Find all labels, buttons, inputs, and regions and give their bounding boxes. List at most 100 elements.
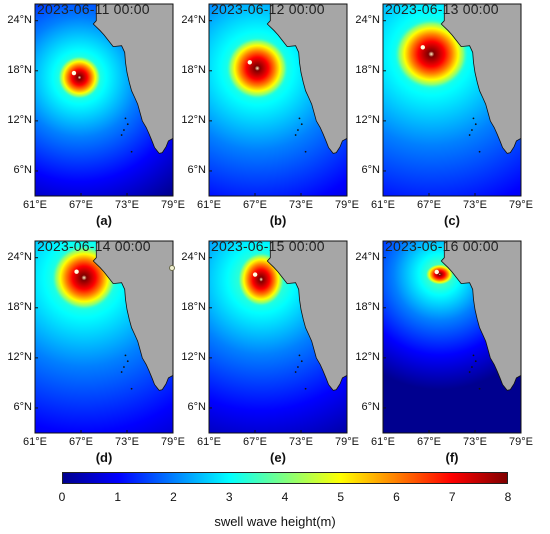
storm-eye: [74, 269, 79, 274]
island-dot: [120, 134, 123, 136]
storm-core: [57, 55, 102, 100]
island-dot: [123, 129, 125, 131]
lat-label: 18°N: [181, 63, 206, 76]
lat-label: 6°N: [361, 400, 380, 413]
island-dot: [472, 117, 475, 120]
map-panel-a: 2023-06-11 00:00: [34, 1, 174, 197]
colorbar-tick-label: 5: [337, 490, 345, 504]
storm-eye: [252, 272, 258, 277]
island-dot: [300, 123, 303, 126]
lat-label: 12°N: [7, 350, 32, 363]
storm-eye: [71, 70, 77, 76]
lat-label: 12°N: [355, 350, 380, 363]
swell-height-map-c: [382, 3, 522, 197]
lon-label: 79°E: [335, 199, 359, 211]
island-dot: [300, 360, 303, 363]
island-dot: [294, 371, 297, 373]
timestamp-label: 2023-06-15 00:00: [211, 238, 325, 254]
island-dot: [468, 371, 471, 373]
panel-label: (f): [445, 450, 459, 465]
map-panel-d: 2023-06-14 00:00: [34, 238, 174, 434]
island-dot: [297, 129, 299, 131]
colorbar-tick-label: 7: [448, 490, 456, 504]
lon-label: 67°E: [243, 199, 267, 211]
storm-core: [225, 36, 289, 100]
storm-eye: [420, 45, 425, 50]
panel-label: (e): [270, 450, 286, 465]
lat-label: 24°N: [355, 250, 380, 263]
island-dot: [124, 117, 127, 120]
india-landmass: [92, 240, 174, 391]
india-landmass: [266, 3, 348, 154]
timestamp-label: 2023-06-12 00:00: [211, 1, 325, 17]
lat-label: 18°N: [7, 63, 32, 76]
panel-label: (a): [96, 213, 112, 228]
map-frame: [208, 240, 348, 434]
timestamp-label: 2023-06-11 00:00: [37, 1, 150, 17]
island-dot: [120, 371, 123, 373]
colorbar-title: swell wave height(m): [214, 514, 336, 529]
storm-core: [393, 18, 469, 90]
lon-label: 73°E: [115, 199, 139, 211]
lat-label: 6°N: [187, 400, 206, 413]
lat-label: 18°N: [355, 300, 380, 313]
map-panel-e: 2023-06-15 00:00: [208, 238, 348, 434]
storm-core: [425, 263, 455, 286]
lat-label: 6°N: [361, 163, 380, 176]
colorbar-tick-label: 0: [58, 490, 66, 504]
lat-label: 6°N: [13, 400, 32, 413]
lon-label: 73°E: [463, 436, 487, 448]
lat-label: 12°N: [181, 350, 206, 363]
colorbar-tick-label: 3: [225, 490, 233, 504]
island-dot: [124, 354, 127, 357]
panel-label: (b): [269, 213, 287, 228]
lon-label: 73°E: [115, 436, 139, 448]
island-dot: [297, 366, 299, 368]
lon-label: 73°E: [289, 436, 313, 448]
island-dot: [298, 354, 301, 357]
panel-label: (c): [444, 213, 460, 228]
lat-label: 24°N: [355, 13, 380, 26]
lat-label: 18°N: [355, 63, 380, 76]
lat-label: 24°N: [7, 13, 32, 26]
point-marker-icon: [169, 265, 175, 271]
island-dot: [126, 123, 129, 126]
lon-label: 67°E: [417, 199, 441, 211]
lon-label: 61°E: [371, 436, 395, 448]
lon-label: 61°E: [23, 199, 47, 211]
india-landmass: [92, 3, 174, 154]
india-landmass: [266, 240, 348, 391]
lat-label: 12°N: [7, 113, 32, 126]
island-dot: [478, 387, 481, 390]
lon-label: 67°E: [243, 436, 267, 448]
island-dot: [304, 387, 307, 390]
storm-eye: [247, 60, 252, 65]
island-dot: [123, 366, 125, 368]
map-panel-f: 2023-06-16 00:00: [382, 238, 522, 434]
lon-label: 67°E: [417, 436, 441, 448]
colorbar-tick-label: 6: [393, 490, 400, 504]
lat-label: 18°N: [181, 300, 206, 313]
lon-label: 73°E: [463, 199, 487, 211]
swell-height-map-a: [34, 3, 174, 197]
lon-label: 79°E: [335, 436, 359, 448]
india-landmass: [440, 240, 522, 391]
island-dot: [471, 129, 473, 131]
map-frame: [208, 3, 348, 197]
colorbar: [62, 472, 508, 484]
swell-height-map-b: [208, 3, 348, 197]
lon-label: 61°E: [23, 436, 47, 448]
island-dot: [130, 387, 133, 390]
lon-label: 73°E: [289, 199, 313, 211]
island-dot: [298, 117, 301, 120]
island-dot: [471, 366, 473, 368]
island-dot: [478, 150, 481, 153]
lon-label: 79°E: [161, 436, 185, 448]
lat-label: 24°N: [181, 250, 206, 263]
island-dot: [130, 150, 133, 153]
lon-label: 67°E: [69, 436, 93, 448]
colorbar-tick-label: 2: [170, 490, 177, 504]
timestamp-label: 2023-06-14 00:00: [37, 238, 151, 254]
lat-label: 6°N: [13, 163, 32, 176]
map-frame: [34, 240, 174, 434]
